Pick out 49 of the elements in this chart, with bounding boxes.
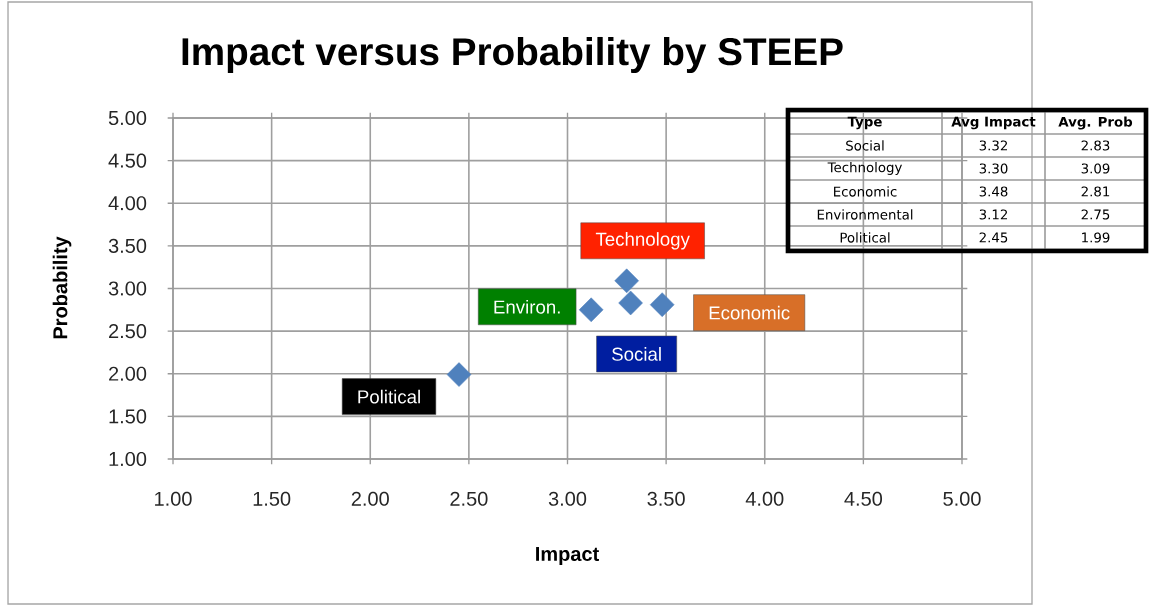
annotation: Type (847, 116, 882, 130)
annotation: Technology (595, 232, 690, 250)
text: 2.45 (979, 232, 1008, 243)
x-tick-label: 3.00 (548, 491, 587, 506)
text: 2.81 (1081, 186, 1110, 197)
text: 1.99 (1082, 232, 1110, 243)
annotation: Political (358, 389, 420, 404)
y-tick-label: 5.00 (108, 110, 147, 126)
x-tick-label: 3.50 (647, 491, 685, 506)
y-tick-label: 1.00 (109, 451, 147, 467)
annotation: Economic (709, 305, 790, 320)
text: 2.83 (1081, 140, 1110, 151)
y-tick-label: 3.50 (108, 238, 147, 253)
annotation: Economic (834, 186, 897, 197)
text: 3.48 (979, 186, 1008, 197)
annotation: Technology (827, 162, 902, 175)
y-tick-label: 2.00 (109, 366, 147, 381)
y-tick-label: 2.50 (109, 324, 147, 339)
point (649, 292, 675, 317)
point (446, 362, 472, 387)
x-tick-label: 2.00 (351, 491, 389, 506)
chart-title: Impact versus Probability by STEEP (182, 36, 843, 74)
x-tick-label: 1.50 (253, 491, 291, 506)
annotation: Avg Impact (951, 116, 1036, 130)
x-tick-label: 1.00 (155, 491, 192, 506)
point (618, 290, 643, 316)
text: 3.30 (979, 163, 1008, 174)
annotation: Political (840, 232, 890, 243)
annotation: Environ. (494, 299, 560, 314)
y-axis-title: Probability (52, 236, 72, 339)
text: 3.32 (979, 140, 1008, 151)
annotation: Environmental (817, 209, 913, 220)
text: 2.75 (1081, 209, 1110, 220)
text: Avg. Prob (1058, 116, 1133, 130)
text: 3.12 (979, 209, 1008, 220)
x-tick-label: 2.50 (450, 491, 488, 506)
x-tick-label: 4.00 (745, 491, 784, 506)
point (578, 297, 604, 323)
x-tick-label: 4.50 (844, 491, 883, 506)
y-tick-label: 3.00 (108, 281, 147, 296)
point (614, 268, 639, 294)
y-tick-label: 1.50 (109, 409, 147, 424)
annotation: Social (612, 347, 661, 361)
x-tick-label: 5.00 (943, 491, 981, 506)
text: 3.09 (1081, 163, 1110, 174)
y-tick-label: 4.50 (108, 153, 147, 168)
annotation: Social (846, 140, 884, 151)
x-axis-title: Impact (536, 547, 599, 565)
y-tick-label: 4.00 (108, 196, 147, 211)
